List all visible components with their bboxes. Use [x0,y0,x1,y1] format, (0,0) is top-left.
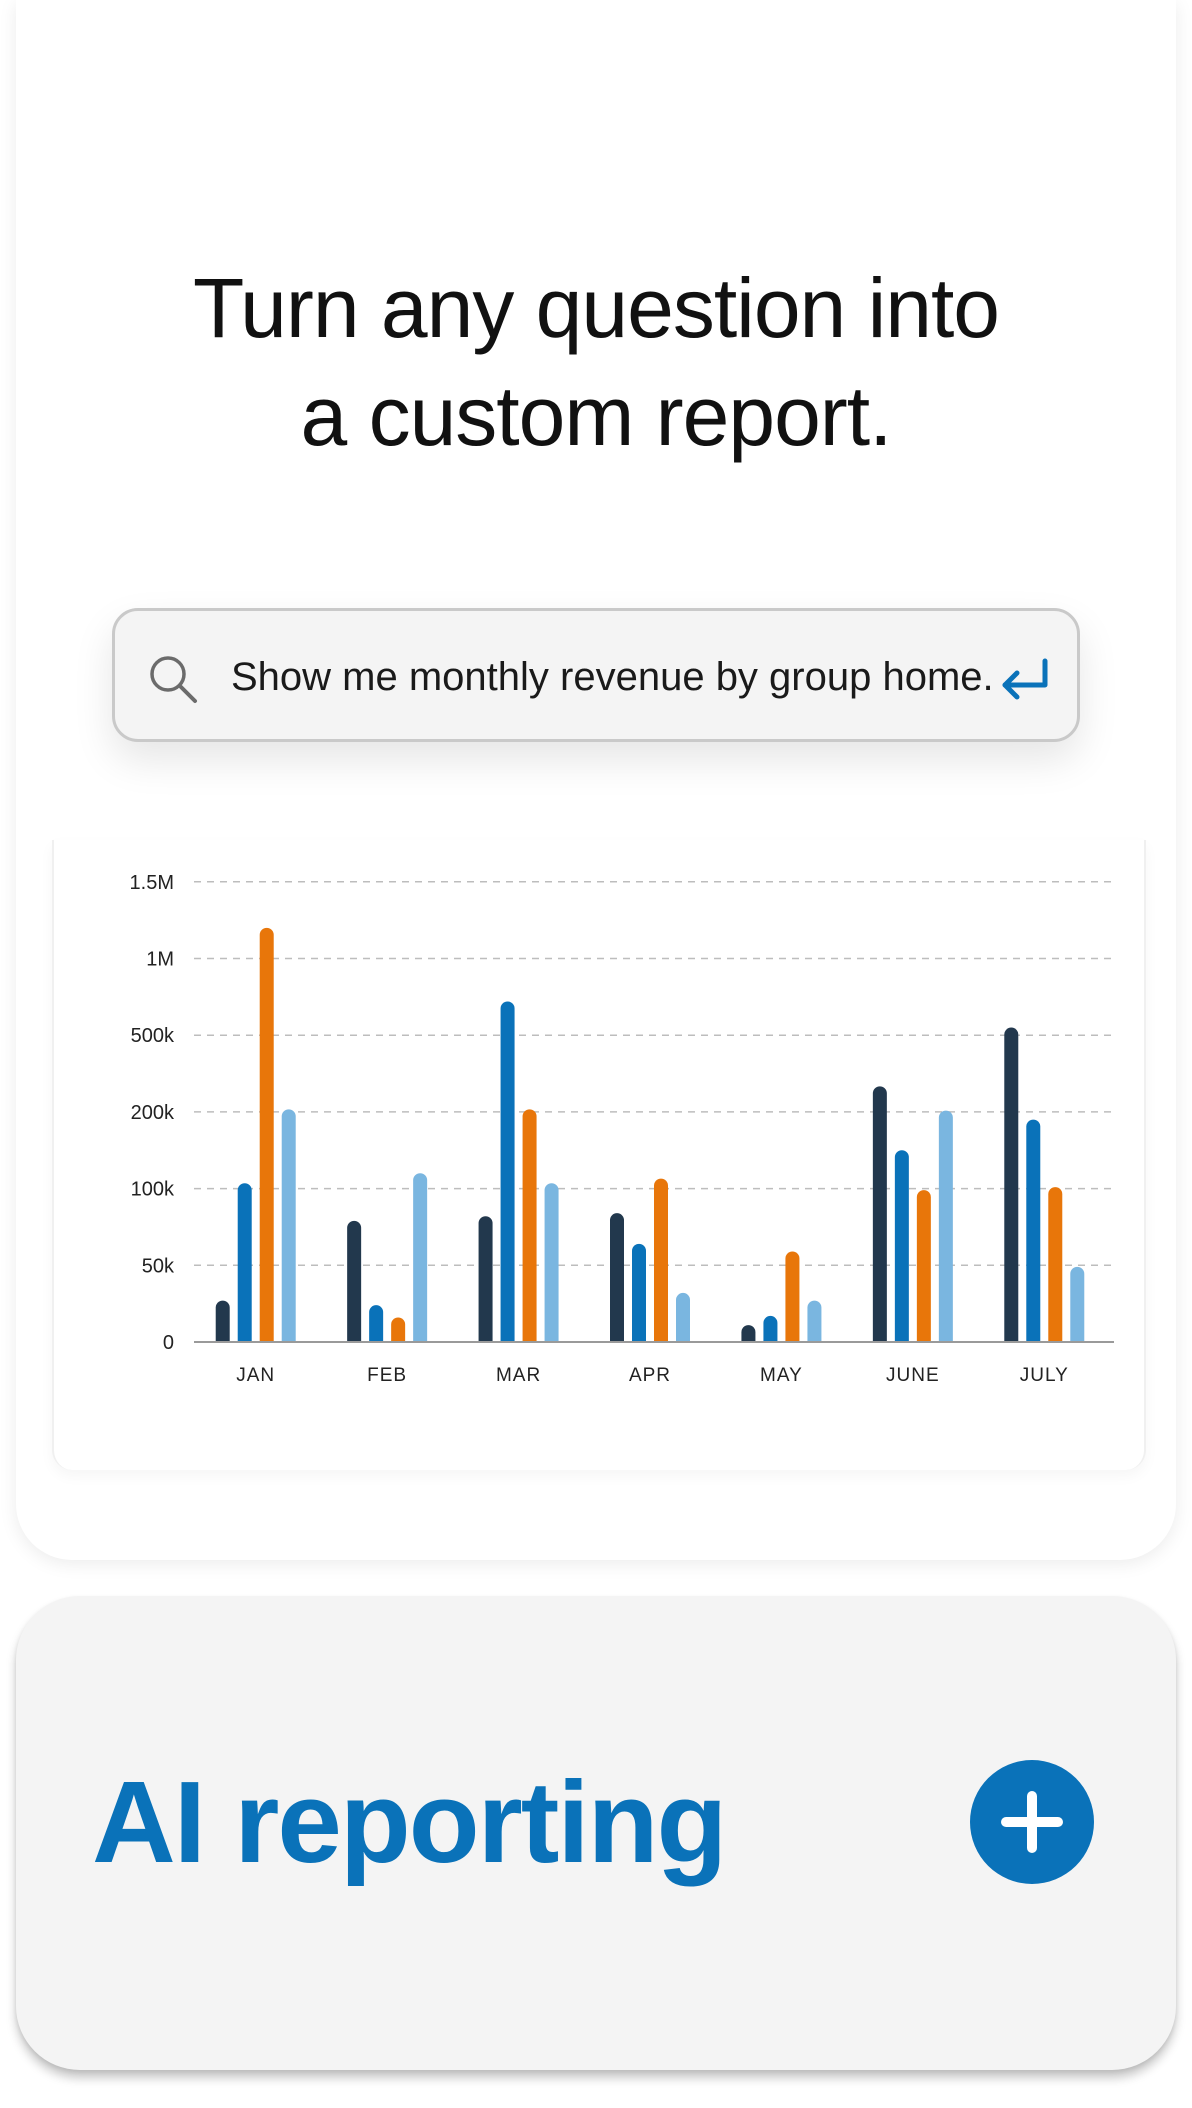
bar-base-mask [213,1343,298,1353]
bar-july-series-2 [1026,1119,1041,1349]
bar-jan-series-4 [281,1109,296,1349]
x-tick-label: JUNE [886,1365,940,1386]
bar-jan-series-1 [215,1300,230,1349]
bar-feb-series-4 [413,1173,428,1349]
x-tick-label: FEB [367,1365,407,1386]
bar-apr-series-4 [676,1292,690,1349]
add-button[interactable] [970,1760,1094,1884]
bar-base-mask [476,1343,561,1353]
bar-june-series-3 [916,1190,931,1349]
y-tick-label: 50k [142,1255,175,1277]
bar-july-series-4 [1070,1266,1085,1349]
y-tick-label: 0 [163,1332,174,1354]
bar-base-mask [1002,1343,1087,1353]
x-tick-label: JAN [236,1365,275,1386]
bar-july-series-1 [1004,1027,1019,1349]
bar-feb-series-2 [369,1305,384,1349]
bar-feb-series-1 [347,1220,362,1349]
search-bar[interactable]: Show me monthly revenue by group home. [112,608,1080,742]
bar-june-series-1 [872,1086,887,1349]
x-tick-label: JULY [1020,1365,1069,1386]
y-tick-label: 1M [146,949,174,971]
enter-arrow-icon[interactable] [995,651,1055,707]
bar-apr-series-2 [632,1243,646,1349]
bar-may-series-3 [785,1251,800,1349]
revenue-chart-card: 0 50k 100k 200k 500k 1M 1.5M JAN FEB MAR APR MAY JUN… [52,840,1146,1470]
y-tick-label: 500k [131,1025,175,1047]
bar-base-mask [608,1343,692,1353]
feature-title: AI reporting [92,1757,727,1887]
headline: Turn any question into a custom report. [16,254,1176,470]
search-icon [150,656,197,703]
bar-may-series-2 [763,1315,778,1349]
hero-card: Turn any question into a custom report. … [16,0,1176,1560]
bar-apr-series-3 [654,1178,668,1349]
bar-june-series-4 [938,1110,953,1349]
x-tick-label: MAR [496,1365,541,1386]
y-tick-label: 1.5M [130,872,174,894]
bar-june-series-2 [894,1150,909,1349]
bar-july-series-3 [1048,1187,1063,1349]
y-tick-label: 200k [131,1102,175,1124]
bar-may-series-4 [807,1300,822,1349]
headline-line-2: a custom report. [300,369,893,463]
x-tick-label: MAY [760,1365,803,1386]
bar-base-mask [345,1343,430,1353]
plus-icon [1001,1791,1063,1853]
y-tick-label: 100k [131,1179,175,1201]
bar-jan-series-2 [237,1183,252,1349]
search-input[interactable]: Show me monthly revenue by group home. [231,655,994,699]
revenue-bar-chart: 0 50k 100k 200k 500k 1M 1.5M JAN FEB MAR APR MAY JUN… [130,872,1114,1386]
feature-card[interactable]: AI reporting [16,1596,1176,2070]
bar-base-mask [739,1343,824,1353]
bar-mar-series-1 [478,1216,493,1349]
bar-base-mask [870,1343,955,1353]
bar-apr-series-1 [610,1213,624,1349]
bar-mar-series-3 [522,1109,537,1349]
bar-mar-series-4 [544,1183,559,1349]
bar-jan-series-3 [259,927,274,1349]
bar-mar-series-2 [500,1001,515,1349]
x-tick-label: APR [629,1365,671,1386]
headline-line-1: Turn any question into [192,261,1000,355]
